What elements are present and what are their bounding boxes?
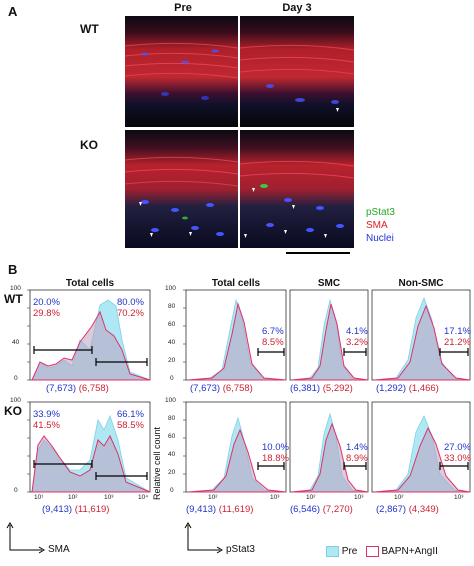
ytick-0-ko-left: 0 (14, 487, 18, 494)
micrograph-ko-day3 (240, 130, 354, 248)
hist-ko-sma (29, 401, 152, 493)
xtick-pstat-smc-2: 10² (306, 494, 316, 501)
ytick-100-ko-right: 100 (165, 397, 176, 404)
ytick-60-ko-right: 60 (168, 433, 176, 440)
ytick-20-ko-right: 20 (168, 469, 176, 476)
xtick-pstat-nonsmc-3: 10³ (454, 494, 464, 501)
hist-title-total-pstat: Total cells (211, 278, 261, 289)
wt-sma-pct-right: 80.0% 70.2% (117, 297, 144, 319)
row-label-ko: KO (80, 138, 98, 152)
ytick-100-wt-right: 100 (165, 285, 176, 292)
wt-sma-counts: (7,673) (6,758) (46, 383, 109, 394)
hist-ko-pstat-total (185, 401, 287, 493)
wt-smc-counts: (6,381) (5,292) (290, 383, 353, 394)
hist-wt-pstat-total (185, 289, 287, 381)
wt-total-counts: (7,673) (6,758) (190, 383, 253, 394)
panel-a-legend: pStat3 SMA Nuclei (366, 206, 395, 245)
xtick-sma-3: 10³ (104, 494, 114, 501)
ytick-20-wt-right: 20 (168, 357, 176, 364)
xlabel-sma: SMA (48, 544, 70, 555)
wt-nonsmc-counts: (1,292) (1,466) (376, 383, 439, 394)
column-header-pre: Pre (174, 2, 192, 14)
ko-total-pct: 10.0% 18.8% (262, 442, 289, 464)
hist-wt-nonsmc (371, 289, 471, 381)
xtick-sma-4: 10⁴ (138, 494, 149, 501)
ko-sma-pct-left: 33.9% 41.5% (33, 409, 60, 431)
ko-total-counts: (9,413) (11,619) (186, 504, 254, 515)
hist-wt-smc (289, 289, 369, 381)
ytick-0-ko-right: 0 (170, 487, 174, 494)
ytick-60-wt-right: 60 (168, 321, 176, 328)
legend-nuclei: Nuclei (366, 233, 394, 244)
hist-title-smc: SMC (317, 278, 341, 289)
ytick-40-ko-right: 40 (168, 451, 176, 458)
ko-sma-counts: (9,413) (11,619) (42, 504, 110, 515)
b-row-label-wt: WT (4, 292, 23, 306)
ko-sma-pct-right: 66.1% 58.5% (117, 409, 144, 431)
wt-smc-pct: 4.1% 3.2% (346, 326, 368, 348)
ytick-40-wt-left: 40 (12, 339, 20, 346)
ko-nonsmc-pct: 27.0% 33.0% (444, 442, 471, 464)
panel-b-legend: Pre BAPN+AngII (326, 546, 438, 557)
micrograph-ko-pre (125, 130, 238, 248)
hist-title-total-sma: Total cells (65, 278, 115, 289)
hist-wt-sma (29, 289, 151, 381)
legend-pre-swatch (326, 546, 339, 557)
xtick-pstat-total-2: 10² (208, 494, 218, 501)
scale-bar (286, 252, 350, 254)
legend-sma: SMA (366, 220, 388, 231)
column-header-day3: Day 3 (282, 2, 312, 14)
xtick-pstat-total-3: 10³ (270, 494, 280, 501)
ytick-40-wt-right: 40 (168, 339, 176, 346)
ytick-80-wt-right: 80 (168, 303, 176, 310)
hist-title-nonsmc: Non-SMC (398, 278, 444, 289)
row-label-wt: WT (80, 22, 99, 36)
micrograph-wt-day3 (240, 16, 354, 127)
legend-bapn-label: BAPN+AngII (381, 546, 438, 558)
legend-pre-label: Pre (341, 546, 358, 558)
hist-ko-smc (289, 401, 369, 493)
ytick-80-ko-right: 80 (168, 415, 176, 422)
micrograph-wt-pre (125, 16, 238, 127)
ylabel-right: Relative cell count (152, 426, 162, 500)
hist-ko-nonsmc (371, 401, 471, 493)
legend-pstat3: pStat3 (366, 207, 395, 218)
wt-sma-pct-left: 20.0% 29.8% (33, 297, 60, 319)
wt-nonsmc-pct: 17.1% 21.2% (444, 326, 471, 348)
ko-nonsmc-counts: (2,867) (4,349) (376, 504, 439, 515)
ko-smc-pct: 1.4% 8.9% (346, 442, 368, 464)
ytick-100-ko-left: 100 (10, 397, 21, 404)
ytick-100-wt-left: 100 (10, 285, 21, 292)
b-row-label-ko: KO (4, 404, 22, 418)
ytick-0-wt-right: 0 (170, 375, 174, 382)
xtick-pstat-smc-3: 10³ (354, 494, 364, 501)
panel-b-letter: B (8, 262, 18, 277)
xlabel-pstat3: pStat3 (226, 544, 255, 555)
xtick-sma-2: 10² (68, 494, 78, 501)
xtick-pstat-nonsmc-2: 10² (394, 494, 404, 501)
wt-total-pct: 6.7% 8.5% (262, 326, 284, 348)
ko-smc-counts: (6,546) (7,270) (290, 504, 353, 515)
xtick-sma-1: 10¹ (34, 494, 44, 501)
ytick-0-wt-left: 0 (14, 375, 18, 382)
legend-bapn-swatch (365, 546, 379, 557)
panel-a-letter: A (8, 4, 18, 19)
